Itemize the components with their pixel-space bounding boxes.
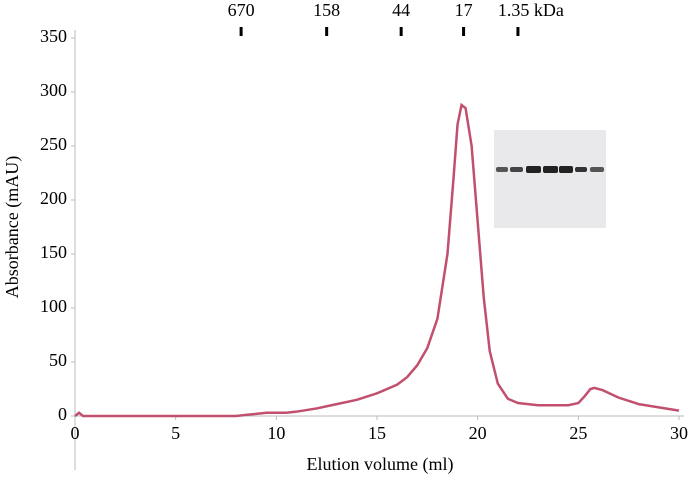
gel-inset: [494, 130, 606, 228]
marker-label: 670: [228, 0, 255, 20]
marker-label: 158: [313, 0, 340, 20]
trace: [74, 102, 680, 418]
marker-label: 1.35 kDa: [498, 0, 564, 20]
y-tick-label: 350: [40, 26, 67, 46]
x-axis-label: Elution volume (ml): [307, 454, 454, 475]
y-tick-label: 50: [49, 350, 67, 370]
x-tick-label: 30: [670, 423, 688, 443]
x-tick-label: 15: [368, 423, 386, 443]
y-tick-label: 100: [40, 296, 67, 316]
y-tick-label: 250: [40, 134, 67, 154]
y-tick-label: 0: [58, 404, 67, 424]
x-tick-label: 0: [71, 423, 80, 443]
y-tick-label: 300: [40, 80, 67, 100]
y-tick-label: 200: [40, 188, 67, 208]
y-axis-label: Absorbance (mAU): [2, 156, 23, 298]
marker-label: 44: [392, 0, 410, 20]
marker-label: 17: [455, 0, 473, 20]
x-tick-label: 25: [569, 423, 587, 443]
x-tick-label: 20: [469, 423, 487, 443]
y-tick-label: 150: [40, 242, 67, 262]
x-tick-label: 10: [267, 423, 285, 443]
x-tick-label: 5: [171, 423, 180, 443]
